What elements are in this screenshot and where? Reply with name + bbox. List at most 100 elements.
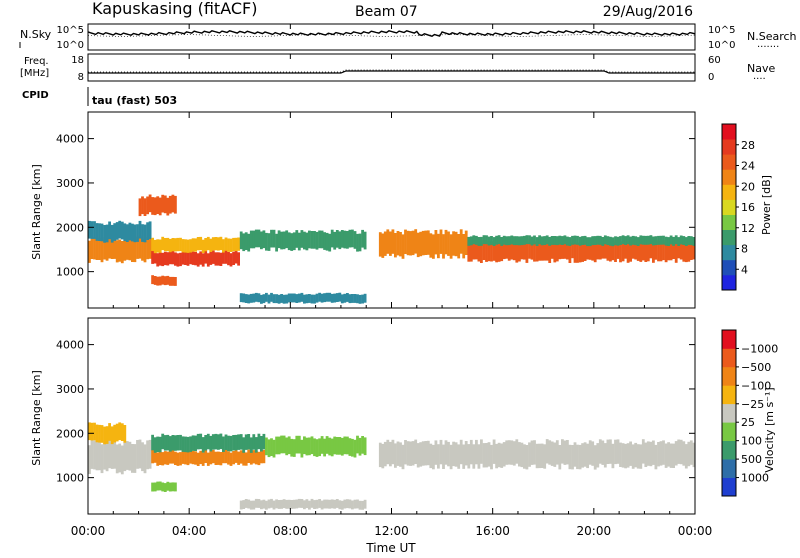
date-label: 29/Aug/2016: [603, 4, 693, 20]
power-cell: [249, 293, 253, 303]
power-cell: [333, 231, 337, 250]
velocity-cell: [105, 442, 109, 472]
power-cell: [679, 239, 683, 260]
power-cell: [254, 229, 258, 248]
velocity-cell: [679, 439, 683, 465]
power-cell: [267, 294, 271, 304]
velocity-cell: [490, 444, 493, 470]
power-cell: [611, 237, 615, 247]
velocity-cell: [505, 440, 509, 465]
power-cell: [133, 224, 137, 243]
velocity-cell: [525, 445, 529, 470]
power-cell: [184, 251, 187, 265]
velocity-colorbar-swatch: [722, 348, 736, 368]
power-cell: [224, 250, 228, 264]
power-cell: [363, 231, 367, 250]
velocity-cell: [257, 451, 261, 466]
power-cell: [90, 236, 94, 259]
power-cell: [682, 236, 686, 245]
velocity-cell: [449, 444, 453, 470]
velocity-cell: [447, 441, 450, 467]
power-cell: [95, 223, 99, 241]
time-tick-label: 00:00: [678, 524, 713, 538]
power-cell: [242, 233, 246, 252]
power-cell: [563, 235, 567, 245]
power-cell: [227, 251, 230, 266]
velocity-cell: [323, 438, 326, 457]
power-cell: [181, 251, 185, 265]
power-cell: [646, 241, 650, 262]
velocity-colorbar-tick-label: −500: [741, 361, 771, 374]
power-cell: [146, 222, 149, 240]
velocity-cell: [308, 500, 311, 510]
velocity-cell: [432, 444, 435, 470]
velocity-cell: [545, 439, 549, 464]
velocity-cell: [500, 443, 504, 468]
velocity-cell: [649, 441, 653, 467]
power-cell: [148, 236, 152, 259]
power-cell: [482, 235, 486, 245]
velocity-cell: [437, 444, 440, 469]
velocity-cell: [682, 441, 686, 466]
noise-sky-line: [87, 30, 696, 37]
power-cell: [619, 242, 622, 263]
velocity-cell: [115, 444, 119, 474]
velocity-cell: [282, 435, 286, 454]
power-cell: [323, 232, 326, 250]
velocity-colorbar-swatch: [722, 477, 736, 497]
power-cell: [555, 236, 559, 246]
velocity-cell: [148, 439, 152, 469]
power-cell: [232, 251, 235, 265]
velocity-cell: [401, 444, 405, 470]
velocity-cell: [348, 499, 352, 509]
power-cell: [523, 235, 526, 245]
velocity-cell: [254, 437, 258, 453]
power-cell: [487, 236, 491, 246]
nave-legend-dots: ····: [753, 74, 766, 85]
velocity-cell: [219, 433, 223, 450]
velocity-cell: [330, 438, 334, 457]
velocity-cell: [186, 451, 190, 466]
power-cell: [267, 233, 271, 251]
power-cell: [156, 276, 160, 286]
time-axis-label: Time UT: [365, 541, 416, 554]
power-colorbar: 4 8 12 16 20 24 28: [721, 123, 755, 291]
power-cell: [677, 237, 681, 246]
velocity-cell: [335, 437, 339, 455]
velocity-cell: [290, 438, 294, 457]
velocity-cell: [98, 424, 101, 443]
noise-right-tick-bottom: 10^0: [708, 40, 735, 51]
velocity-cell: [510, 440, 514, 465]
freq-tick-bottom: 8: [78, 72, 84, 83]
velocity-cell: [227, 451, 230, 465]
power-cell: [538, 240, 541, 261]
power-cell: [153, 276, 157, 285]
velocity-cell: [244, 499, 248, 508]
velocity-cell: [95, 424, 99, 443]
velocity-y-tick-label: 1000: [56, 472, 84, 485]
power-cell: [323, 293, 326, 303]
power-cell: [530, 236, 534, 246]
velocity-colorbar-swatch: [722, 422, 736, 441]
power-cell: [598, 235, 602, 245]
power-cell: [394, 233, 397, 258]
velocity-cell: [644, 442, 648, 467]
velocity-cell: [133, 444, 137, 473]
velocity-cell: [313, 500, 316, 509]
velocity-cell: [300, 499, 304, 508]
power-cell: [469, 241, 473, 262]
velocity-cell: [487, 442, 491, 467]
power-cell: [424, 230, 428, 255]
velocity-cell: [687, 441, 691, 467]
power-cell: [161, 236, 165, 251]
power-cell: [315, 293, 319, 303]
power-cell: [338, 292, 342, 302]
power-cell: [386, 229, 390, 254]
power-cell: [492, 237, 496, 246]
power-colorbar-swatch: [722, 139, 736, 155]
velocity-cell: [512, 441, 516, 466]
velocity-cell: [199, 450, 203, 465]
power-cell: [416, 232, 420, 258]
velocity-colorbar-tick-label: 25: [741, 416, 755, 429]
velocity-cell: [237, 451, 240, 465]
